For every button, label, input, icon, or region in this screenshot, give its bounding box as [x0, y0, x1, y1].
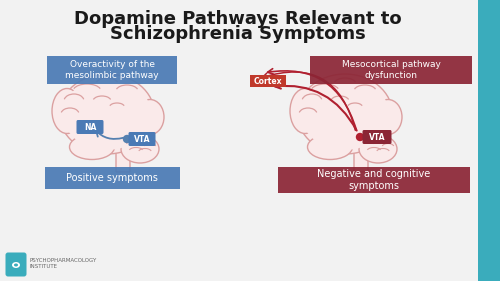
- FancyBboxPatch shape: [6, 253, 26, 277]
- Ellipse shape: [139, 103, 161, 131]
- Ellipse shape: [311, 138, 349, 156]
- FancyBboxPatch shape: [478, 0, 500, 281]
- Text: NA: NA: [84, 123, 96, 132]
- FancyBboxPatch shape: [354, 150, 368, 172]
- Text: VTA: VTA: [369, 133, 385, 142]
- Ellipse shape: [121, 135, 159, 163]
- Text: PSYCHOPHARMACOLOGY: PSYCHOPHARMACOLOGY: [30, 259, 97, 264]
- Text: Positive symptoms: Positive symptoms: [66, 173, 158, 183]
- Ellipse shape: [12, 262, 20, 268]
- Text: Overactivity of the
mesolimbic pathway: Overactivity of the mesolimbic pathway: [65, 60, 159, 80]
- Ellipse shape: [308, 135, 352, 160]
- Ellipse shape: [363, 139, 393, 159]
- FancyBboxPatch shape: [76, 120, 104, 134]
- Ellipse shape: [359, 135, 397, 163]
- FancyBboxPatch shape: [250, 75, 286, 87]
- FancyBboxPatch shape: [47, 56, 177, 84]
- Ellipse shape: [298, 74, 392, 154]
- Ellipse shape: [55, 92, 79, 130]
- Ellipse shape: [293, 92, 317, 130]
- FancyBboxPatch shape: [362, 130, 392, 144]
- Ellipse shape: [290, 89, 320, 133]
- Ellipse shape: [301, 78, 389, 150]
- Ellipse shape: [73, 138, 111, 156]
- FancyBboxPatch shape: [310, 56, 472, 84]
- FancyBboxPatch shape: [116, 150, 130, 172]
- Text: Dopamine Pathways Relevant to: Dopamine Pathways Relevant to: [74, 10, 402, 28]
- Ellipse shape: [136, 99, 164, 135]
- FancyBboxPatch shape: [128, 132, 156, 146]
- FancyBboxPatch shape: [278, 167, 470, 193]
- Ellipse shape: [60, 74, 154, 154]
- Text: Negative and cognitive
symptoms: Negative and cognitive symptoms: [318, 169, 430, 191]
- Ellipse shape: [377, 103, 399, 131]
- Ellipse shape: [52, 89, 82, 133]
- Ellipse shape: [374, 99, 402, 135]
- Circle shape: [124, 135, 130, 142]
- Text: Schizophrenia Symptoms: Schizophrenia Symptoms: [110, 25, 366, 43]
- Text: Cortex: Cortex: [254, 76, 282, 85]
- Ellipse shape: [14, 264, 18, 266]
- Ellipse shape: [63, 78, 151, 150]
- Ellipse shape: [70, 135, 114, 160]
- Text: Mesocortical pathway
dysfunction: Mesocortical pathway dysfunction: [342, 60, 440, 80]
- FancyBboxPatch shape: [45, 167, 180, 189]
- Circle shape: [88, 124, 92, 130]
- Text: VTA: VTA: [134, 135, 150, 144]
- Circle shape: [356, 133, 364, 140]
- Text: INSTITUTE: INSTITUTE: [30, 264, 58, 269]
- Ellipse shape: [125, 139, 155, 159]
